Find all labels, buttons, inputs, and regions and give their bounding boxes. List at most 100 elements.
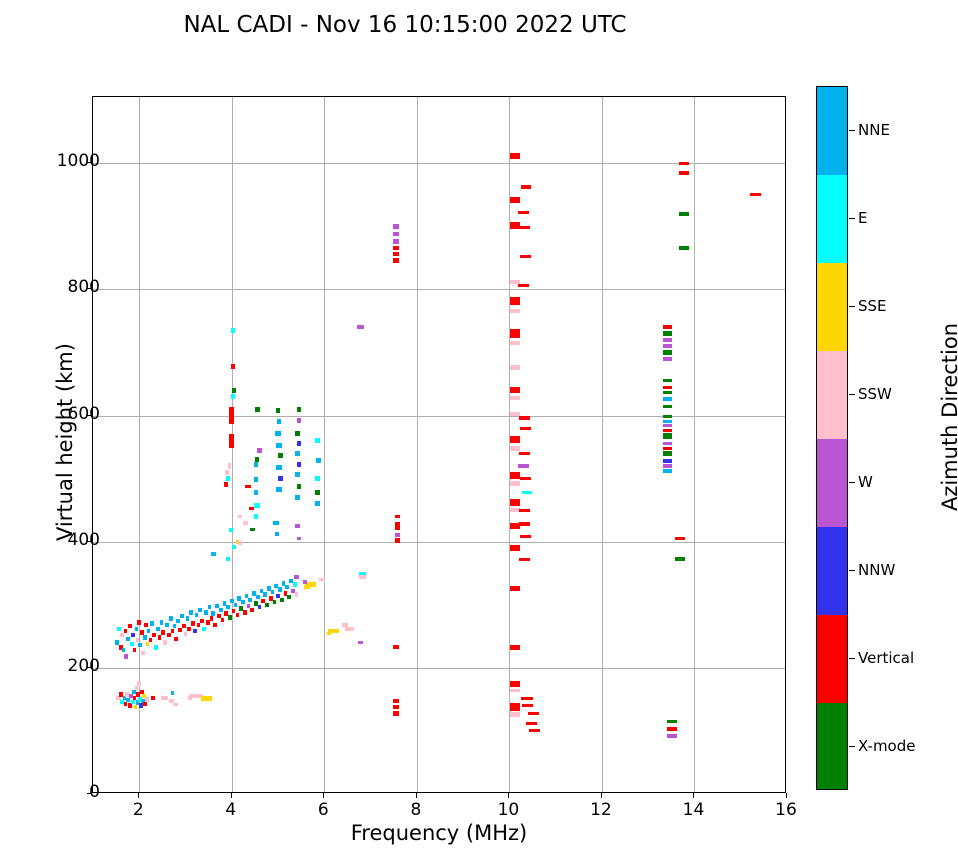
y-axis-tick-label: 1000 [56,151,100,172]
echo-mark [509,435,521,444]
echo-mark [509,681,521,688]
echo-mark [679,161,690,165]
echo-mark [522,704,534,708]
echo-mark [154,645,158,650]
echo-mark [216,613,221,619]
echo-mark [150,621,155,626]
echo-mark [204,610,208,615]
echo-mark [292,582,297,587]
echo-mark [146,629,151,634]
colorbar-tick-label: Vertical [858,649,915,667]
echo-mark [326,632,332,636]
echo-mark [663,424,673,428]
x-axis-tick-label: 6 [317,800,329,820]
echo-mark [144,697,149,702]
gridline-vertical [601,97,603,792]
echo-mark [230,363,235,369]
echo-mark [294,430,301,436]
echo-mark [393,698,399,703]
echo-mark [133,704,138,710]
echo-mark [152,632,156,638]
echo-mark [248,597,253,602]
echo-mark [294,592,299,597]
echo-mark [276,443,282,449]
gridline-vertical [694,97,696,792]
echo-mark [205,620,210,625]
figure-title: NAL CADI - Nov 16 10:15:00 2022 UTC [183,12,627,38]
echo-mark [663,379,673,383]
echo-mark [129,694,133,699]
echo-mark [296,418,302,424]
echo-mark [276,487,282,493]
echo-mark [393,257,399,264]
echo-mark [224,611,229,616]
echo-mark [191,621,195,626]
echo-mark [122,695,127,701]
echo-mark [235,612,240,618]
echo-mark [509,152,521,159]
echo-mark [239,606,243,611]
echo-mark [211,611,216,616]
echo-mark [226,605,230,610]
x-axis-tick [786,793,787,798]
echo-mark [394,514,401,519]
echo-mark [509,544,521,552]
echo-mark [315,501,320,507]
echo-mark [161,630,166,635]
echo-mark [357,641,364,645]
x-axis-tick-label: 14 [682,800,705,820]
echo-mark [263,592,267,597]
echo-mark [667,734,678,738]
echo-mark [305,582,316,588]
echo-mark [315,476,320,482]
echo-mark [135,637,140,643]
echo-mark [663,446,673,450]
echo-mark [393,251,399,257]
echo-mark [187,626,192,631]
echo-mark [294,450,301,456]
echo-mark [265,602,269,607]
gridline-horizontal [93,541,785,543]
echo-mark [278,476,283,482]
echo-mark [393,245,399,250]
echo-mark [509,481,521,486]
colorbar-segment-nnw [817,527,847,616]
colorbar-tick [849,570,855,571]
echo-mark [393,645,399,649]
colorbar-tick-label: SSW [858,385,892,403]
echo-mark [296,462,302,468]
echo-mark [168,616,173,621]
echo-mark [183,631,188,636]
echo-mark [663,356,673,361]
echo-mark [242,520,249,525]
echo-mark [272,600,277,605]
echo-mark [185,616,190,621]
echo-mark [252,591,256,596]
gridline-vertical [509,97,511,792]
echo-mark [276,593,280,599]
x-axis-tick [600,793,602,798]
echo-mark [170,629,175,634]
echo-mark [119,632,124,638]
echo-mark [237,541,243,545]
echo-mark [155,626,160,631]
echo-mark [220,617,225,623]
echo-mark [509,471,521,479]
echo-mark [663,450,673,456]
echo-mark [248,507,254,511]
echo-mark [509,688,521,693]
echo-mark [663,331,673,337]
echo-mark [141,699,145,704]
echo-mark [521,490,533,495]
y-axis-tick-label: 200 [67,655,100,676]
echo-mark [663,459,673,463]
echo-mark [663,415,673,419]
x-axis-tick [323,793,325,798]
colorbar-tick [849,658,855,659]
echo-mark [663,432,673,439]
echo-mark [254,502,261,508]
echo-mark [255,594,260,600]
echo-mark [137,681,142,686]
x-axis-tick-label: 8 [410,800,422,820]
colorbar-tick [849,746,855,747]
